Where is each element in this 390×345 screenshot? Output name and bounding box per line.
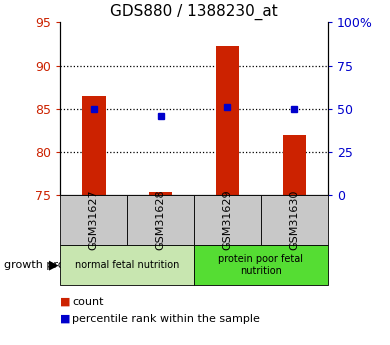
Text: percentile rank within the sample: percentile rank within the sample: [72, 314, 260, 324]
Text: growth protocol: growth protocol: [4, 260, 92, 270]
Bar: [216, 46, 239, 195]
Title: GDS880 / 1388230_at: GDS880 / 1388230_at: [110, 3, 278, 20]
Bar: [82, 96, 106, 195]
Text: ■: ■: [60, 297, 71, 307]
Text: ■: ■: [60, 314, 71, 324]
Text: count: count: [72, 297, 104, 307]
Text: protein poor fetal
nutrition: protein poor fetal nutrition: [218, 254, 303, 276]
Text: GSM31629: GSM31629: [222, 190, 232, 250]
Text: GSM31630: GSM31630: [289, 190, 299, 250]
Text: GSM31628: GSM31628: [156, 190, 166, 250]
Text: GSM31627: GSM31627: [89, 190, 99, 250]
Text: normal fetal nutrition: normal fetal nutrition: [75, 260, 179, 270]
Text: ▶: ▶: [49, 258, 58, 271]
Bar: [149, 193, 172, 195]
Bar: [282, 135, 306, 195]
